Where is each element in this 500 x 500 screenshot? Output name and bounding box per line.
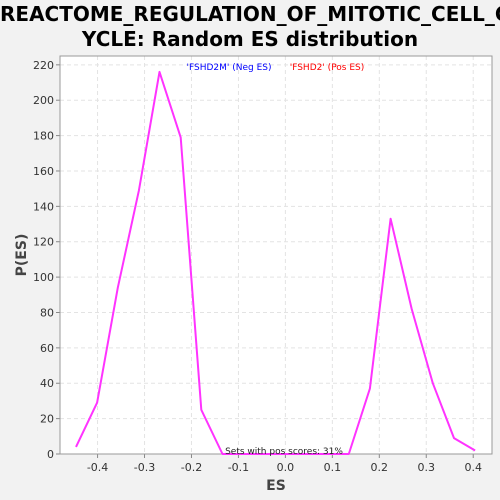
x-tick-label: -0.2 [181, 461, 202, 474]
grid [60, 56, 492, 455]
y-tick-label: 220 [33, 59, 54, 72]
y-tick-label: 80 [40, 306, 54, 319]
x-tick-label: 0.0 [277, 461, 295, 474]
series-layer [75, 70, 476, 455]
y-tick-label: 180 [33, 130, 54, 143]
y-tick-label: 60 [40, 342, 54, 355]
y-tick-label: 120 [33, 236, 54, 249]
chart-title-line-2: YCLE: Random ES distribution [81, 27, 419, 51]
pos-scores-annotation: Sets with pos scores: 31% [225, 447, 343, 457]
x-tick-label: -0.1 [228, 461, 249, 474]
legend-entry-pos: 'FSHD2' (Pos ES) [290, 63, 365, 73]
x-tick-label: -0.4 [87, 461, 108, 474]
y-tick-label: 0 [47, 448, 54, 461]
x-axis-title: ES [266, 478, 286, 494]
chart-title: REACTOME_REGULATION_OF_MITOTIC_CELL_C YC… [0, 2, 500, 52]
plot-area [60, 56, 492, 454]
chart-title-line-1: REACTOME_REGULATION_OF_MITOTIC_CELL_C [0, 2, 500, 26]
x-tick-label: -0.3 [134, 461, 155, 474]
y-tick-label: 160 [33, 165, 54, 178]
es-density-line [75, 70, 476, 455]
y-tick-label: 20 [40, 413, 54, 426]
x-tick-label: 0.1 [324, 461, 342, 474]
y-tick-label: 100 [33, 271, 54, 284]
y-axis-title: P(ES) [14, 234, 30, 277]
legend-entry-neg: 'FSHD2M' (Neg ES) [187, 63, 272, 73]
y-tick-label: 40 [40, 377, 54, 390]
x-tick-label: 0.3 [418, 461, 436, 474]
y-tick-label: 140 [33, 200, 54, 213]
x-tick-label: 0.2 [371, 461, 389, 474]
x-tick-label: 0.4 [464, 461, 482, 474]
y-tick-label: 200 [33, 94, 54, 107]
legend: 'FSHD2M' (Neg ES) 'FSHD2' (Pos ES) [187, 63, 365, 73]
